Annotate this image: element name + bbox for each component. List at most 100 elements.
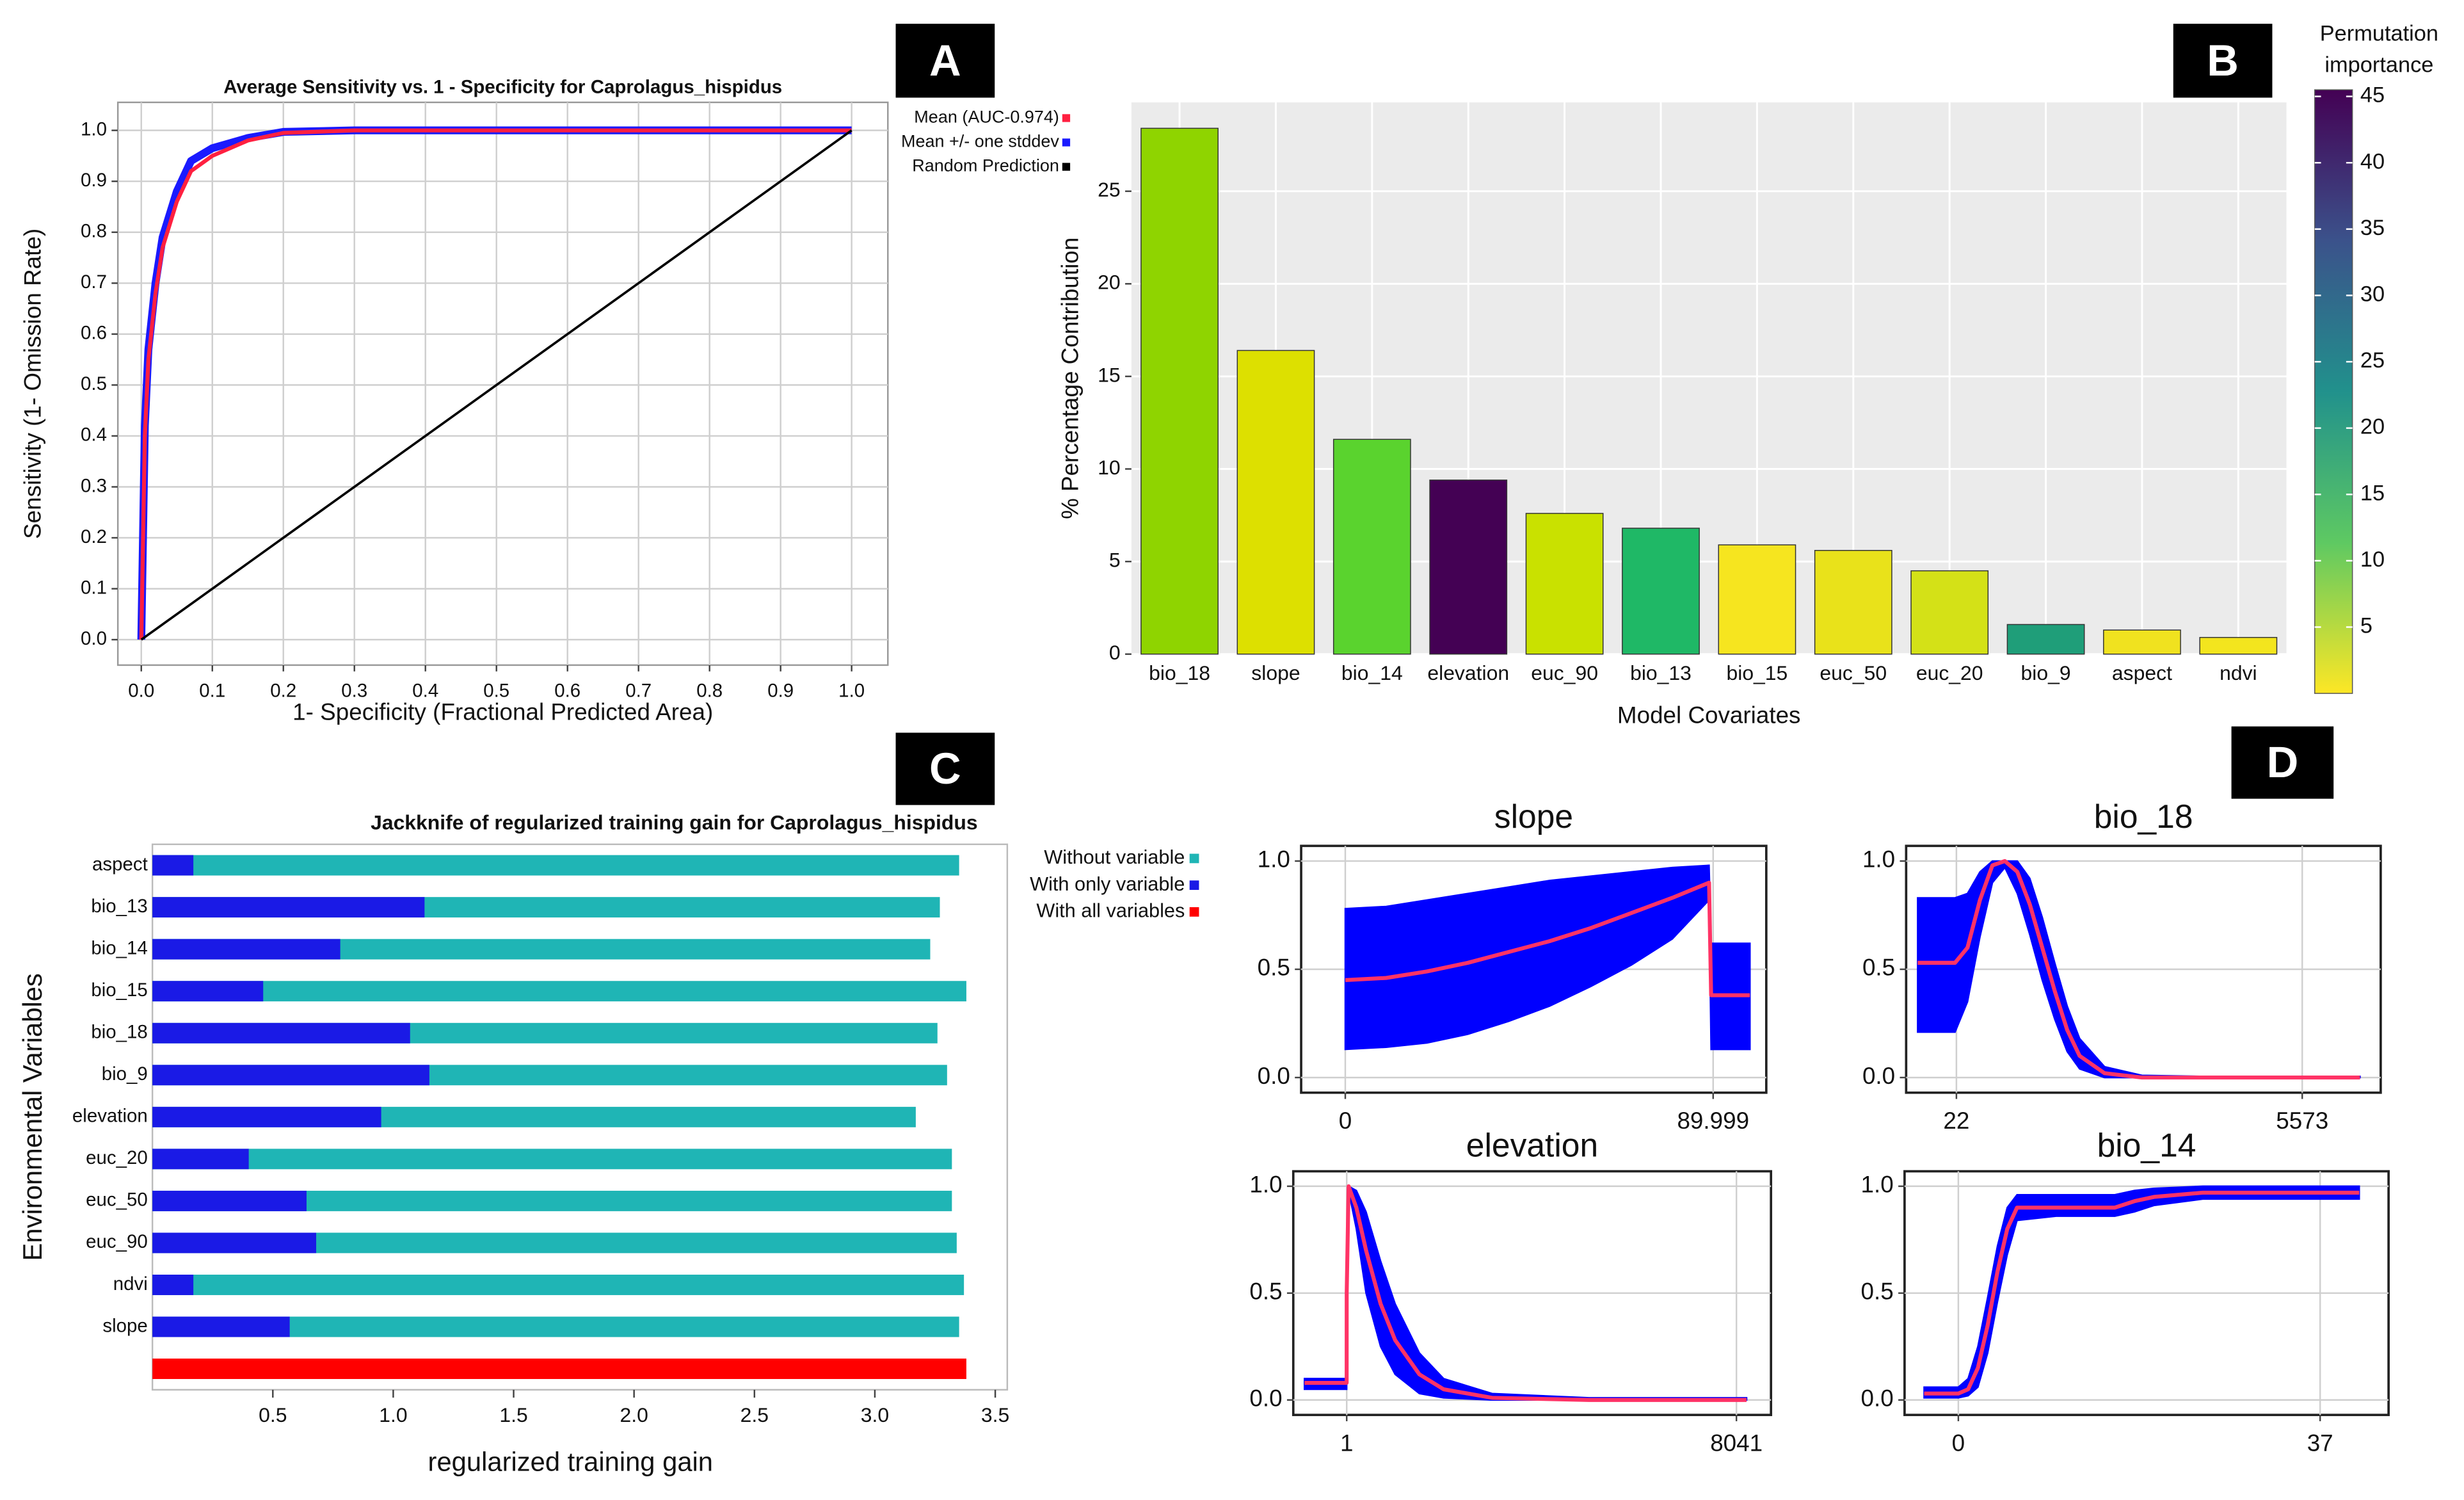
y-tick-label: 10 [1098,456,1121,479]
stddev-band [1344,864,1751,1051]
bar [152,1149,249,1170]
bar [152,855,194,876]
series-line [1345,880,1750,997]
y-tick-label: 0.8 [81,221,107,242]
legend-swatch [1189,880,1199,891]
x-tick-label: euc_20 [1916,661,1983,684]
legend-swatch [1062,114,1071,122]
bar [152,939,340,960]
y-tick-label: 0.0 [1258,1063,1290,1089]
bar [1332,439,1411,655]
bar [1140,127,1219,655]
y-tick-label: bio_15 [91,980,147,1001]
colorbar-tick-label: 30 [2360,282,2385,307]
y-tick-label: 0.0 [1862,1063,1895,1089]
x-tick-label: bio_9 [2021,661,2071,684]
series-line [1924,1190,2360,1396]
x-tick-label: 0.7 [625,680,652,701]
colorbar-tick-label: 20 [2360,415,2385,439]
x-tick-label: 0.5 [259,1403,287,1426]
bar [1910,570,1989,655]
stddev-band [1923,1185,2360,1399]
x-tick-label: 2.5 [740,1403,769,1426]
x-axis-label: Model Covariates [1617,702,1801,729]
bar [152,855,959,876]
colorbar-title: Permutation [2320,21,2438,45]
y-tick-label: 0.5 [1249,1278,1282,1305]
colorbar-title: importance [2324,52,2433,77]
x-tick-label: 0.2 [270,680,296,701]
x-tick-label: 0.0 [128,680,154,701]
chart-title: bio_18 [2094,798,2193,835]
x-tick-label: 22 [1943,1108,1969,1134]
legend-label: With all variables [1036,899,1185,922]
bar [2199,636,2278,655]
bar [2103,629,2181,655]
legend-swatch [1189,907,1199,917]
x-tick-label: slope [1251,661,1300,684]
x-tick-label: 37 [2307,1430,2333,1456]
y-tick-label: ndvi [113,1273,148,1294]
y-tick-label: 15 [1098,363,1121,386]
bar [152,981,966,1002]
y-tick-label: aspect [92,853,148,875]
bar [1718,544,1796,655]
series-line [140,129,852,641]
y-tick-label: 0.6 [81,323,107,344]
y-tick-label: 25 [1098,178,1121,201]
y-tick-label: bio_18 [91,1022,147,1043]
y-tick-label: 0.1 [81,577,107,598]
x-tick-label: bio_18 [1149,661,1210,684]
x-tick-label: 89.999 [1677,1108,1749,1134]
legend-label: Random Prediction [912,156,1059,175]
legend-swatch [1062,138,1071,147]
y-tick-label: 1.0 [1862,846,1895,873]
x-tick-label: aspect [2112,661,2172,684]
x-tick-label: 0.4 [412,680,438,701]
legend-label: With only variable [1030,873,1185,895]
x-tick-label: bio_13 [1630,661,1692,684]
legend-swatch [1189,853,1199,864]
y-tick-label: 0.5 [81,373,107,394]
x-tick-label: 1 [1340,1430,1353,1456]
x-tick-label: 8041 [1710,1430,1763,1456]
x-tick-label: 0.8 [696,680,723,701]
y-tick-label: 0.0 [1861,1385,1894,1411]
bar [1525,513,1604,655]
y-tick-label: 0.5 [1861,1278,1894,1305]
colorbar-tick-label: 45 [2360,83,2385,108]
bar [152,1065,429,1086]
panel-label-box [2173,24,2273,98]
y-tick-label: slope [102,1315,147,1336]
colorbar-tick-label: 5 [2360,614,2372,638]
colorbar-tick-label: 35 [2360,216,2385,240]
legend-label: Mean +/- one stddev [901,132,1059,151]
panel-label: B [2207,36,2239,85]
y-axis-label: Environmental Variables [17,973,47,1261]
x-tick-label: 1.0 [379,1403,407,1426]
series-line [139,128,852,640]
colorbar-tick-label: 15 [2360,481,2385,505]
x-axis-label: regularized training gain [428,1446,713,1476]
y-tick-label: 0.5 [1862,955,1895,981]
x-tick-label: bio_14 [1341,661,1403,684]
y-tick-label: 0.7 [81,271,107,293]
x-tick-label: ndvi [2220,661,2257,684]
chart-title: Average Sensitivity vs. 1 - Specificity … [223,77,782,98]
chart-title: bio_14 [2097,1126,2196,1163]
bar [152,981,264,1002]
y-tick-label: 0.4 [81,424,107,446]
bar [152,1275,194,1295]
panel-label: C [929,744,961,793]
panel-label-box [2231,726,2334,799]
x-tick-label: 3.0 [861,1403,889,1426]
y-tick-label: 1.0 [1249,1172,1282,1198]
chart-title: elevation [1466,1126,1598,1163]
bar [1622,528,1700,655]
x-tick-label: 5573 [2276,1108,2328,1134]
bar [152,1316,290,1337]
x-tick-label: 0 [1339,1108,1352,1134]
x-tick-label: 0.5 [483,680,509,701]
y-axis-label: % Percentage Contribution [1057,238,1083,519]
